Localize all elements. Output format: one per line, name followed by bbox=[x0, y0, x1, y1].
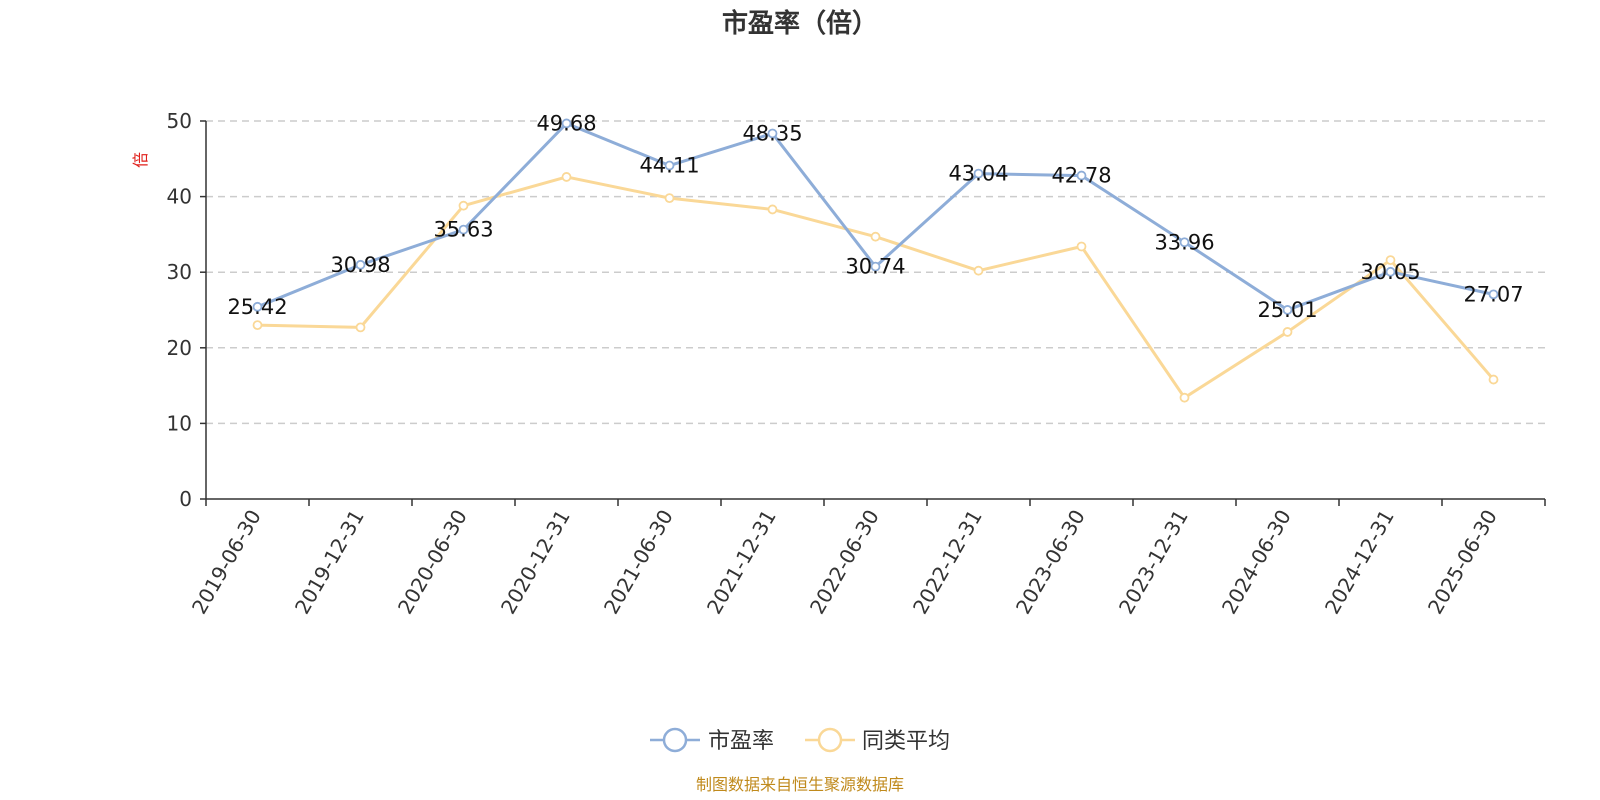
y-tick-label: 10 bbox=[167, 411, 192, 435]
data-point[interactable] bbox=[458, 224, 469, 235]
data-label: 49.68 bbox=[536, 111, 596, 135]
data-point[interactable] bbox=[458, 200, 469, 211]
y-tick-label: 50 bbox=[167, 109, 192, 133]
y-tick-label: 30 bbox=[167, 260, 192, 284]
x-tick-label: 2024-06-30 bbox=[1217, 506, 1296, 619]
x-tick-label: 2024-12-31 bbox=[1320, 506, 1399, 619]
data-point[interactable] bbox=[973, 168, 984, 179]
data-point[interactable] bbox=[767, 128, 778, 139]
data-label: 42.78 bbox=[1051, 164, 1111, 188]
series-line-1 bbox=[257, 175, 1495, 400]
data-point[interactable] bbox=[1282, 305, 1293, 315]
data-point[interactable] bbox=[355, 259, 366, 270]
data-point[interactable] bbox=[870, 231, 881, 242]
data-point[interactable] bbox=[664, 193, 675, 204]
y-tick-label: 40 bbox=[167, 185, 192, 209]
x-tick-label: 2022-12-31 bbox=[908, 506, 987, 619]
y-tick-label: 20 bbox=[167, 336, 192, 360]
chart-title: 市盈率（倍） bbox=[722, 8, 878, 39]
data-labels: 25.42 30.98 35.63 49.68 44.11 48.35 30.74 43.04… bbox=[227, 111, 1523, 322]
data-label: 44.11 bbox=[639, 154, 699, 178]
data-source-note: 制图数据来自恒生聚源数据库 bbox=[696, 775, 904, 794]
x-tick-label: 2019-12-31 bbox=[290, 506, 369, 619]
x-tick-label: 2019-06-30 bbox=[187, 506, 266, 619]
x-tick-label: 2023-06-30 bbox=[1011, 506, 1090, 619]
y-tick-label: 0 bbox=[179, 487, 192, 511]
y-axis-label: 倍 bbox=[131, 152, 150, 168]
data-point[interactable] bbox=[1488, 374, 1499, 385]
legend-marker bbox=[662, 727, 688, 753]
x-tick-label: 2021-06-30 bbox=[599, 506, 678, 619]
data-point[interactable] bbox=[870, 261, 881, 272]
data-point[interactable] bbox=[1385, 266, 1396, 277]
data-point[interactable] bbox=[1282, 327, 1293, 337]
data-point[interactable] bbox=[1488, 289, 1499, 300]
data-point[interactable] bbox=[355, 322, 366, 333]
data-label: 30.98 bbox=[330, 253, 390, 277]
data-point[interactable] bbox=[1076, 241, 1087, 252]
legend-marker bbox=[817, 727, 843, 753]
data-label: 48.35 bbox=[742, 121, 802, 145]
axes: 0 10 20 30 40 50 2019-06-30 2019-12-31 2020-06-3… bbox=[167, 109, 1546, 619]
x-tick-label: 2022-06-30 bbox=[805, 506, 884, 619]
data-label: 30.05 bbox=[1360, 260, 1420, 284]
data-point[interactable] bbox=[767, 204, 778, 215]
data-point[interactable] bbox=[1179, 392, 1190, 403]
data-point[interactable] bbox=[561, 118, 572, 129]
series-lines bbox=[252, 118, 1499, 403]
data-point[interactable] bbox=[252, 320, 263, 331]
data-label: 35.63 bbox=[433, 218, 493, 242]
data-point[interactable] bbox=[1179, 237, 1190, 248]
legend-item-1[interactable]: 同类平均 bbox=[805, 727, 950, 754]
data-point[interactable] bbox=[664, 160, 675, 171]
data-label: 27.07 bbox=[1463, 282, 1523, 306]
data-label: 30.74 bbox=[845, 255, 905, 279]
x-tick-label: 2023-12-31 bbox=[1114, 506, 1193, 619]
legend-label: 同类平均 bbox=[862, 729, 950, 754]
data-point[interactable] bbox=[1076, 170, 1087, 181]
data-label: 25.42 bbox=[227, 295, 287, 319]
data-point[interactable] bbox=[1385, 255, 1396, 266]
data-point[interactable] bbox=[973, 265, 984, 276]
legend[interactable]: 市盈率 同类平均 bbox=[650, 727, 950, 754]
data-point[interactable] bbox=[561, 172, 572, 182]
x-tick-label: 2025-06-30 bbox=[1423, 506, 1502, 619]
x-tick-label: 2021-12-31 bbox=[702, 506, 781, 619]
legend-label: 市盈率 bbox=[708, 729, 774, 754]
legend-item-0[interactable]: 市盈率 bbox=[650, 727, 774, 754]
data-label: 33.96 bbox=[1154, 230, 1214, 254]
data-point[interactable] bbox=[252, 301, 263, 312]
data-label: 43.04 bbox=[948, 162, 1008, 186]
x-tick-label: 2020-12-31 bbox=[496, 506, 575, 619]
data-label: 25.01 bbox=[1257, 298, 1317, 322]
x-tick-label: 2020-06-30 bbox=[393, 506, 472, 619]
